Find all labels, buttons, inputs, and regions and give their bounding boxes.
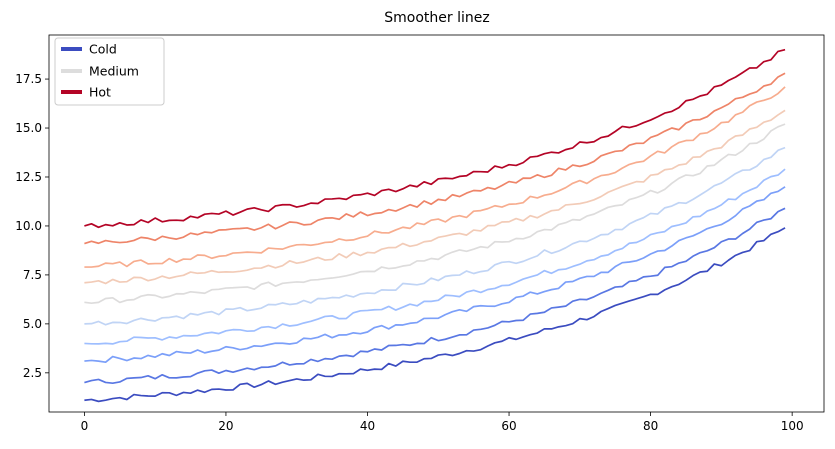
legend-label-hot: Hot (89, 85, 111, 100)
y-tick-label: 17.5 (15, 72, 42, 86)
series-line-4 (84, 146, 786, 326)
x-tick-label: 20 (218, 419, 233, 433)
y-tick-label: 5.0 (23, 317, 42, 331)
chart-title: Smoother linez (384, 10, 489, 26)
legend-label-cold: Cold (89, 42, 117, 57)
series-line-6 (84, 109, 786, 285)
legend: Cold Medium Hot (54, 37, 165, 106)
series-line-1 (84, 207, 786, 385)
x-tick-label: 0 (81, 419, 89, 433)
series-line-0 (84, 227, 786, 403)
series-line-3 (84, 168, 786, 345)
y-tick-label: 2.5 (23, 366, 42, 380)
series-line-8 (84, 72, 786, 245)
series-line-2 (84, 186, 786, 364)
x-tick-label: 40 (360, 419, 375, 433)
x-tick-label: 80 (643, 419, 658, 433)
legend-label-medium: Medium (89, 64, 139, 79)
x-axis: 0 20 40 60 80 100 (81, 412, 804, 433)
plot-frame (48, 34, 825, 413)
series-line-7 (84, 86, 786, 268)
legend-box (54, 37, 165, 106)
y-tick-label: 12.5 (15, 170, 42, 184)
y-tick-label: 10.0 (15, 219, 42, 233)
x-tick-label: 60 (501, 419, 516, 433)
y-tick-label: 7.5 (23, 268, 42, 282)
series-group (84, 48, 786, 403)
series-line-9 (84, 48, 786, 229)
y-axis: 2.5 5.0 7.5 10.0 12.5 15.0 17.5 (15, 72, 49, 380)
series-line-5 (84, 123, 786, 305)
x-tick-label: 100 (781, 419, 804, 433)
y-tick-label: 15.0 (15, 121, 42, 135)
